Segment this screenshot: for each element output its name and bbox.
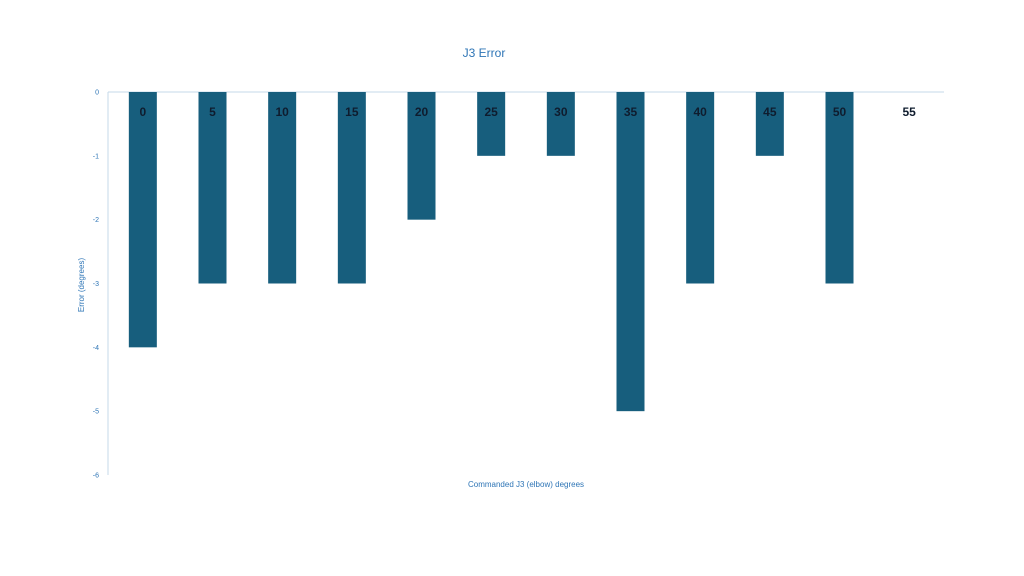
category-label: 45 [763, 105, 777, 119]
category-label: 40 [693, 105, 707, 119]
y-tick-label: -1 [93, 153, 99, 160]
category-labels: 0 5 10 15 20 25 30 35 40 45 50 55 [139, 105, 916, 119]
bar-20 [407, 92, 436, 220]
bar-45 [755, 92, 784, 156]
y-tick-label: -3 [93, 281, 99, 288]
bar-10 [268, 92, 297, 284]
chart-title: J3 Error [463, 46, 506, 60]
y-tick-label: -2 [93, 217, 99, 224]
category-label: 0 [139, 105, 146, 119]
category-label: 55 [902, 105, 916, 119]
category-label: 5 [209, 105, 216, 119]
bar-30 [546, 92, 575, 156]
category-label: 35 [624, 105, 638, 119]
bar-5 [198, 92, 227, 284]
category-label: 25 [484, 105, 498, 119]
bar-50 [825, 92, 854, 284]
bar-25 [477, 92, 506, 156]
x-axis-title: Commanded J3 (elbow) degrees [468, 480, 584, 489]
y-axis: 0 -1 -2 -3 -4 -5 -6 [93, 90, 944, 480]
y-tick-label: -6 [93, 473, 99, 480]
bar-0 [128, 92, 157, 348]
y-tick-label: -5 [93, 409, 99, 416]
y-tick-label: 0 [95, 90, 99, 97]
category-label: 50 [833, 105, 847, 119]
bar-40 [686, 92, 715, 284]
bar-15 [337, 92, 366, 284]
category-label: 30 [554, 105, 568, 119]
category-label: 10 [275, 105, 289, 119]
category-label: 15 [345, 105, 359, 119]
bars [128, 92, 854, 412]
bar-35 [616, 92, 645, 412]
y-axis-title: Error (degrees) [77, 258, 86, 313]
category-label: 20 [415, 105, 429, 119]
y-tick-label: -4 [93, 345, 99, 352]
